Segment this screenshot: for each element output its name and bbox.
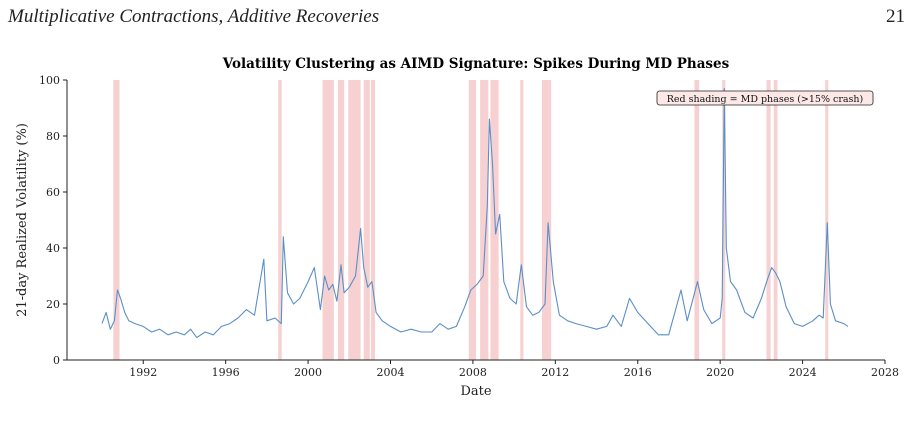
x-axis-label: Date	[460, 384, 491, 399]
x-tick-label: 1996	[212, 366, 240, 379]
x-tick-label: 2008	[459, 366, 487, 379]
page-number: 21	[886, 6, 905, 27]
md-phase-band	[773, 80, 778, 360]
y-tick-label: 0	[53, 354, 60, 367]
x-tick-label: 2028	[871, 366, 899, 379]
legend-frame	[656, 90, 874, 106]
md-legend-box: Red shading = MD phases (>15% crash)	[656, 90, 874, 106]
x-tick-label: 2004	[376, 366, 404, 379]
md-phase-band	[825, 80, 829, 360]
footer-fragment	[300, 405, 310, 422]
y-tick-label: 100	[39, 74, 60, 87]
md-phase-shading	[113, 80, 829, 360]
running-header: Multiplicative Contractions, Additive Re…	[8, 6, 905, 28]
x-tick-label: 2024	[789, 366, 817, 379]
running-title: Multiplicative Contractions, Additive Re…	[8, 6, 380, 27]
md-phase-band	[337, 80, 345, 360]
md-phase-band	[541, 80, 552, 360]
y-tick-label: 80	[46, 130, 60, 143]
md-phase-band	[363, 80, 370, 360]
md-phase-band	[766, 80, 771, 360]
y-tick-label: 40	[46, 242, 60, 255]
md-phase-band	[520, 80, 524, 360]
md-phase-band	[468, 80, 476, 360]
x-tick-label: 2020	[706, 366, 734, 379]
md-phase-band	[348, 80, 361, 360]
md-phase-band	[113, 80, 120, 360]
chart-title: Volatility Clustering as AIMD Signature:…	[222, 56, 730, 72]
y-tick-label: 60	[46, 186, 60, 199]
x-tick-label: 2016	[624, 366, 652, 379]
md-phase-band	[480, 80, 489, 360]
volatility-figure: Volatility Clustering as AIMD Signature:…	[15, 56, 899, 399]
volatility-line	[101, 87, 849, 339]
md-phase-band	[722, 80, 726, 360]
x-tick-label: 2000	[294, 366, 322, 379]
y-axis-label: 21-day Realized Volatility (%)	[15, 123, 30, 317]
md-phase-band	[370, 80, 376, 360]
md-phase-band	[322, 80, 334, 360]
y-tick-label: 20	[46, 298, 60, 311]
md-phase-band	[694, 80, 700, 360]
legend-annotation: Red shading = MD phases (>15% crash)	[667, 94, 864, 105]
axes: 1992 1996 2000 2004 2008 2012 2016 2020 2024 2028…	[39, 74, 899, 379]
x-tick-label: 1992	[129, 366, 157, 379]
md-phase-band	[278, 80, 282, 360]
x-tick-label: 2012	[541, 366, 569, 379]
volatility-series	[101, 87, 849, 339]
